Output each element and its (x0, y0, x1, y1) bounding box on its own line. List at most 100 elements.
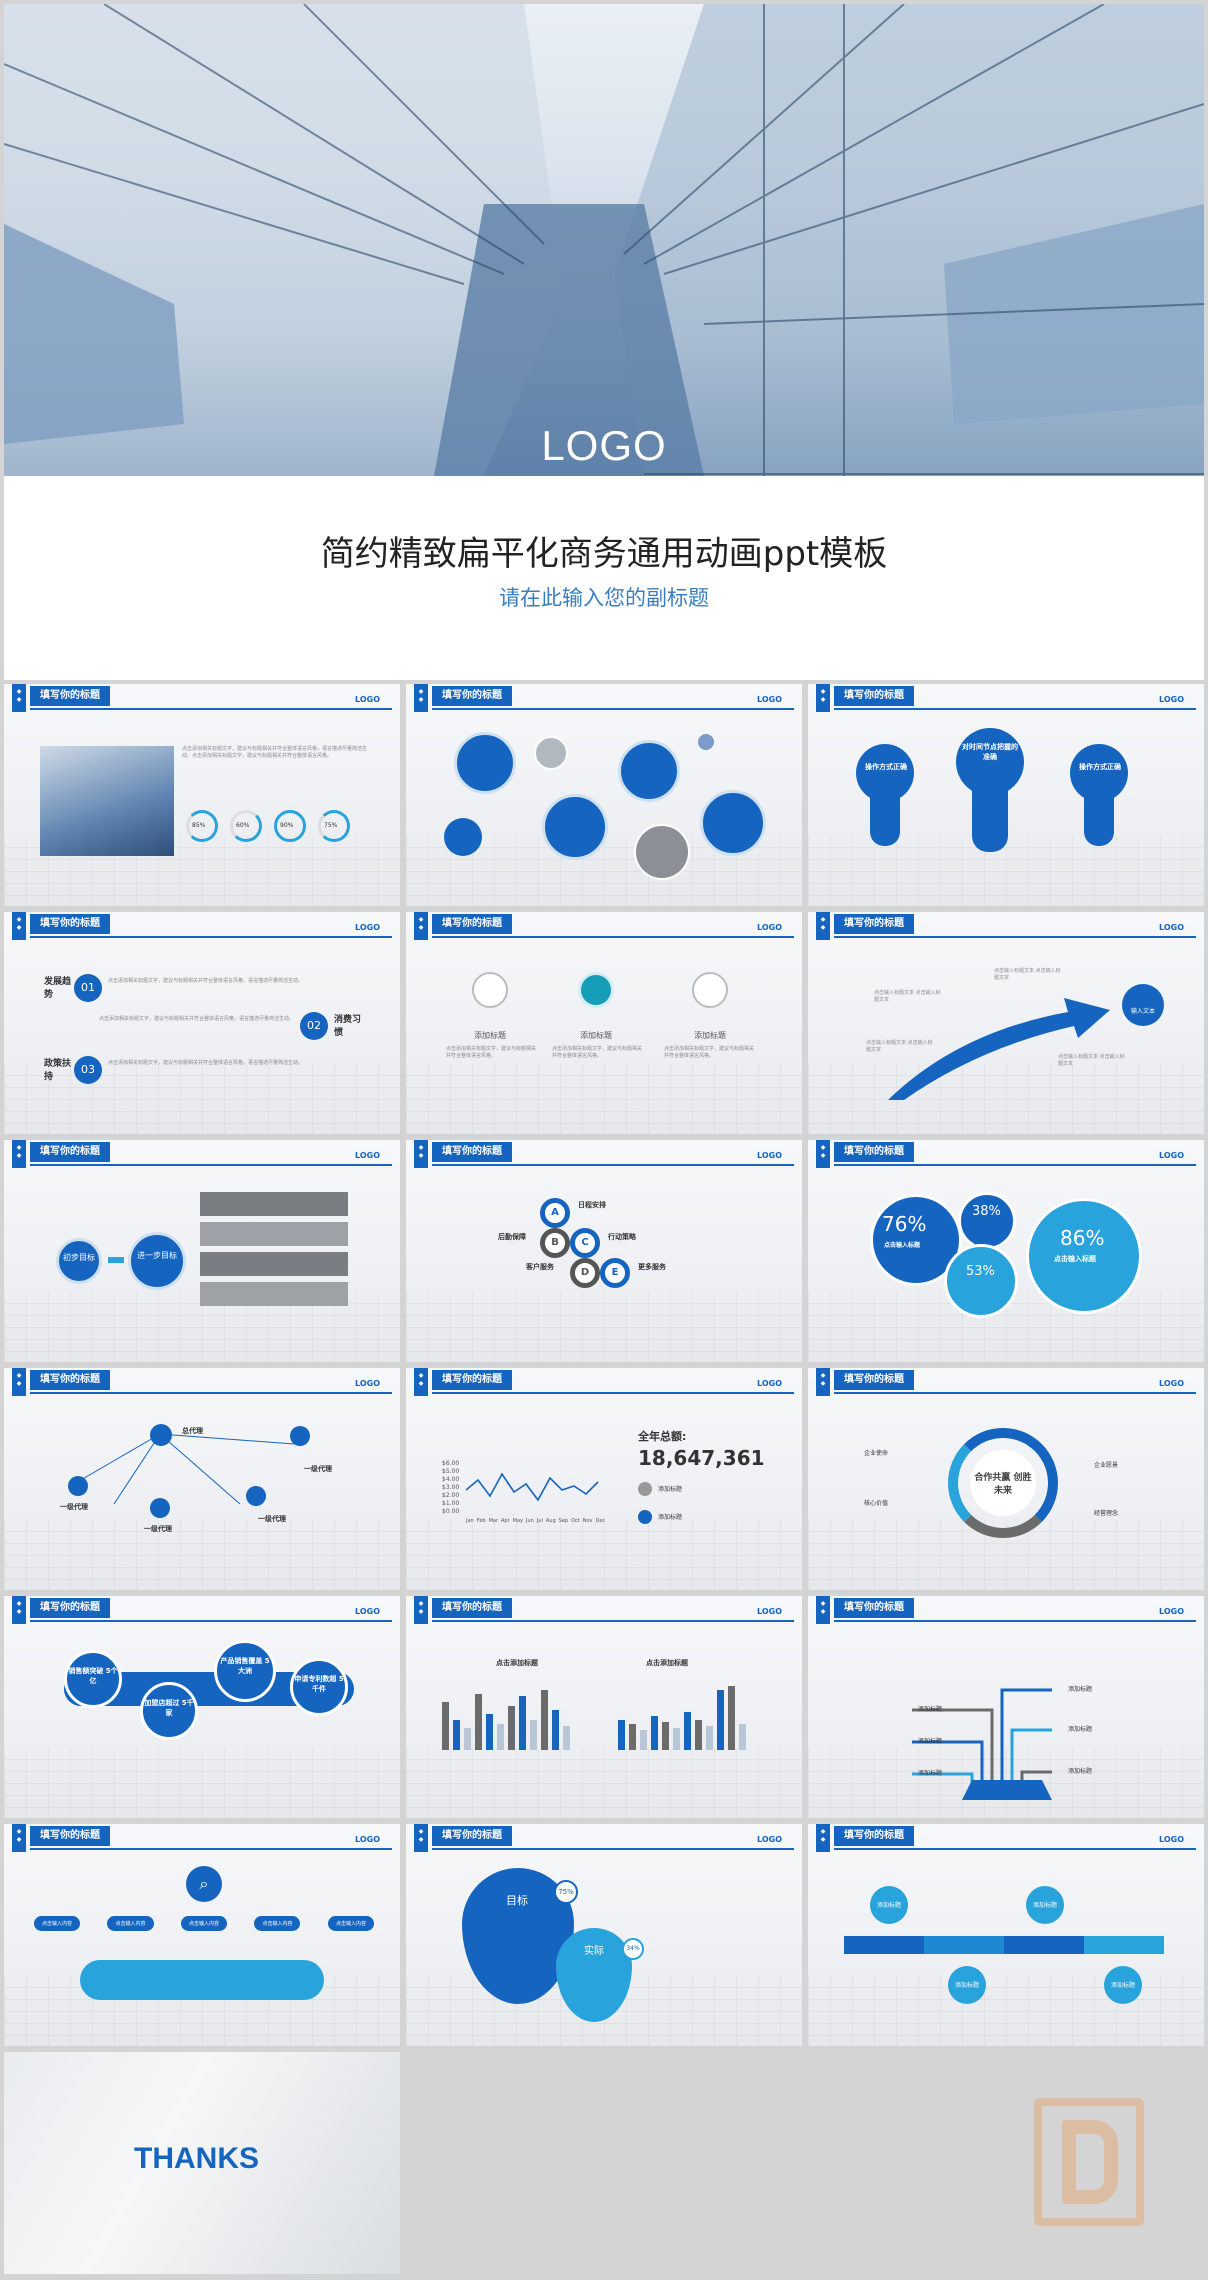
slide-logo: LOGO (355, 1607, 380, 1616)
slide-logo: LOGO (1159, 1835, 1184, 1844)
slide-title: 填写你的标题 (432, 1142, 512, 1162)
branch-label: 添加标题 (1068, 1686, 1093, 1693)
slide-thumbnail[interactable]: ◆ ◆ 填写你的标题 LOGO (406, 684, 802, 906)
step-letter: B (540, 1228, 570, 1258)
cover-photo: LOGO (4, 4, 1204, 476)
slide-thumbnail[interactable]: ◆ ◆ 填写你的标题 LOGO 操作方式正确 对时间节点把握的准确 操作方式正确 (808, 684, 1204, 906)
slide-thumbnail[interactable]: ◆ ◆ 填写你的标题 LOGO 添加标题 添加标题 添加标题 添加标题 添加标题 … (808, 1596, 1204, 1818)
branch-label: 添加标题 (918, 1706, 943, 1713)
item-label: 政策扶持 (44, 1059, 72, 1082)
slide-title: 填写你的标题 (30, 1142, 110, 1162)
slide-logo: LOGO (757, 1379, 782, 1388)
slide-title: 填写你的标题 (834, 1598, 914, 1618)
slide-thumbnail[interactable]: ◆ ◆ 填写你的标题 LOGO 发展趋势 01 点击添加相关标题文字，建议与标题相… (4, 912, 400, 1134)
cover-slide[interactable]: LOGO 简约精致扁平化商务通用动画ppt模板 请在此输入您的副标题 (4, 4, 1204, 680)
bubble-percent: 76% (882, 1212, 927, 1236)
slide-thumbnail[interactable]: ◆ ◆ 填写你的标题 LOGO 合作共赢 创胜未来 企业使命 企业愿景 核心价值 … (808, 1368, 1204, 1590)
slide-thumbnail[interactable]: ◆ ◆ 填写你的标题 LOGO $6.00 $5.00 $4.00 $3.00 $… (406, 1368, 802, 1590)
slide-logo: LOGO (1159, 1151, 1184, 1160)
search-icon: ⌕ (186, 1866, 222, 1902)
role-label: 一级代理 (258, 1515, 286, 1523)
slide-title: 填写你的标题 (432, 1598, 512, 1618)
item-number: 01 (74, 974, 102, 1002)
percent-label: 75% (324, 822, 338, 829)
slide-thumbnail[interactable]: ◆ ◆ 填写你的标题 LOGO A B C D E 日程安排 后勤保障 行动策略 … (406, 1140, 802, 1362)
branch-label: 添加标题 (918, 1738, 943, 1745)
end-label: 输入文本 (1130, 1008, 1155, 1015)
item-number: 03 (74, 1056, 102, 1084)
circle-label: 添加标题 (1032, 1902, 1057, 1909)
center-label: 合作共赢 创胜未来 (974, 1473, 1032, 1496)
side-label: 企业使命 (864, 1450, 889, 1457)
slide-thumbnail[interactable]: ◆ ◆ 填写你的标题 LOGO 添加标题 添加标题 添加标题 添加标题 (808, 1824, 1204, 2046)
percent-label: 60% (236, 822, 250, 829)
slide-thumbnail[interactable]: ◆ ◆ 填写你的标题 LOGO 总代理 一级代理 一级代理 一级代理 一级代理 (4, 1368, 400, 1590)
item-label: 消费习惯 (334, 1015, 362, 1038)
slide-logo: LOGO (1159, 1607, 1184, 1616)
role-label: 总代理 (182, 1427, 203, 1435)
total-label: 全年总额: (638, 1430, 687, 1443)
watermark-logo (1034, 2098, 1144, 2226)
role-label: 一级代理 (144, 1525, 172, 1533)
slide-thumbnail[interactable]: ◆ ◆ 填写你的标题 LOGO ⌕ 点击输入内容 点击输入内容 点击输入内容 点击… (4, 1824, 400, 2046)
step-heading: 客户服务 (526, 1263, 554, 1271)
content-pill: 点击输入内容 (34, 1916, 81, 1931)
slide-title: 填写你的标题 (30, 914, 110, 934)
content-pill: 点击输入内容 (254, 1916, 301, 1931)
slide-logo: LOGO (355, 1379, 380, 1388)
milestone-bubble: 销售额突破 5个亿 (68, 1667, 118, 1685)
slide-logo: LOGO (757, 1607, 782, 1616)
item-label: 发展趋势 (44, 977, 72, 1000)
milestone-bubble: 产品销售覆盖 5大洲 (220, 1657, 270, 1675)
bar-group (442, 1680, 592, 1750)
legend-label: 添加标题 (658, 1486, 683, 1493)
slide-title: 填写你的标题 (30, 1598, 110, 1618)
bubble-percent: 53% (966, 1264, 995, 1279)
chart-heading: 点击添加标题 (646, 1659, 688, 1667)
item-number: 02 (300, 1012, 328, 1040)
actual-percent: 34% (622, 1938, 644, 1960)
building-image (40, 746, 174, 856)
slide-title: 填写你的标题 (834, 914, 914, 934)
page-title: 简约精致扁平化商务通用动画ppt模板 (320, 534, 888, 574)
bubble-label: 点击输入标题 (1054, 1255, 1096, 1263)
goal-percent: 75% (554, 1880, 578, 1904)
slide-title: 填写你的标题 (834, 1142, 914, 1162)
branch-label: 添加标题 (1068, 1726, 1093, 1733)
slide-thumbnail[interactable]: ◆ ◆ 填写你的标题 LOGO 销售额突破 5个亿 加盟店超过 5千家 产品销售覆… (4, 1596, 400, 1818)
actual-label: 实际 (584, 1946, 604, 1957)
circle-label: 添加标题 (876, 1902, 901, 1909)
slide-thumbnail[interactable]: ◆ ◆ 填写你的标题 LOGO 输入文本 点击输入标题文本 点击输入标题文本 点击… (808, 912, 1204, 1134)
side-label: 经营理念 (1094, 1510, 1119, 1517)
step-heading: 行动策略 (608, 1233, 636, 1241)
slide-title: 填写你的标题 (30, 1826, 110, 1846)
slide-thumbnail[interactable]: ◆ ◆ 填写你的标题 LOGO 76% 点击输入标题 38% 53% 86% 点击… (808, 1140, 1204, 1362)
slide-logo: LOGO (1159, 1379, 1184, 1388)
side-label: 企业愿景 (1094, 1462, 1119, 1469)
circle-label: 添加标题 (954, 1982, 979, 1989)
step-letter: C (570, 1228, 600, 1258)
content-pill: 点击输入内容 (107, 1916, 154, 1931)
slide-thumbnail[interactable]: ◆ ◆ 填写你的标题 LOGO 点击添加标题 点击添加标题 (406, 1596, 802, 1818)
slide-logo: LOGO (757, 1835, 782, 1844)
slide-logo: LOGO (757, 923, 782, 932)
bubble-label: 点击输入标题 (884, 1242, 921, 1249)
bar-group (618, 1680, 768, 1750)
slide-logo: LOGO (1159, 695, 1184, 704)
org-lines (73, 1433, 295, 1505)
slide-thumbnail[interactable]: ◆ ◆ 填写你的标题 LOGO 目标 75% 实际 34% (406, 1824, 802, 2046)
slide-thumbnail[interactable]: ◆ ◆ 填写你的标题 LOGO 初步目标 进一步目标 (4, 1140, 400, 1362)
slide-logo: LOGO (1159, 923, 1184, 932)
column-heading: 添加标题 (474, 1031, 506, 1040)
bubble-percent: 86% (1060, 1226, 1105, 1250)
tree-diagram (912, 1688, 1052, 1800)
thanks-slide[interactable]: THANKS (4, 2052, 400, 2274)
role-label: 一级代理 (60, 1503, 88, 1511)
milestone-bubble: 加盟店超过 5千家 (144, 1699, 194, 1717)
column-heading: 添加标题 (694, 1031, 726, 1040)
slide-thumbnail[interactable]: ◆ ◆ 填写你的标题 LOGO 添加标题 添加标题 添加标题 点击添加相关标题文字… (406, 912, 802, 1134)
bulb-label: 操作方式正确 (865, 763, 907, 771)
y-ticks: $6.00 $5.00 $4.00 $3.00 $2.00 $1.00 $0.0… (442, 1460, 460, 1515)
slide-thumbnail[interactable]: ◆ ◆ 填写你的标题 LOGO 点击添加相关标题文字，建议与标题相关并符合整体语言… (4, 684, 400, 906)
